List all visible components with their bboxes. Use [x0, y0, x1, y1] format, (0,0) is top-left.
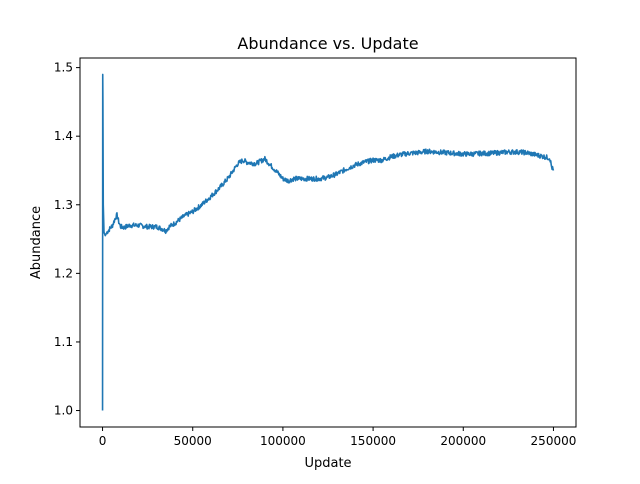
x-tick-label: 150000 — [350, 434, 396, 448]
x-tick-label: 100000 — [260, 434, 306, 448]
chart-title: Abundance vs. Update — [237, 34, 418, 53]
y-axis-ticks: 1.0 1.1 1.2 1.3 1.4 1.5 — [54, 61, 80, 418]
y-axis-label: Abundance — [29, 206, 44, 279]
y-tick-label: 1.5 — [54, 61, 73, 75]
x-tick-label: 200000 — [440, 434, 486, 448]
x-axis-ticks: 0 50000 100000 150000 200000 250000 — [99, 427, 577, 448]
plot-area — [101, 73, 555, 411]
y-tick-label: 1.1 — [54, 335, 73, 349]
y-tick-label: 1.3 — [54, 198, 73, 212]
y-tick-label: 1.0 — [54, 404, 73, 418]
x-tick-label: 250000 — [531, 434, 577, 448]
y-tick-label: 1.4 — [54, 129, 73, 143]
axes-frame — [79, 57, 577, 428]
y-tick-label: 1.2 — [54, 266, 73, 280]
x-tick-label: 0 — [99, 434, 107, 448]
abundance-series-line — [101, 73, 555, 411]
x-axis-label: Update — [304, 456, 351, 471]
x-tick-label: 50000 — [174, 434, 212, 448]
